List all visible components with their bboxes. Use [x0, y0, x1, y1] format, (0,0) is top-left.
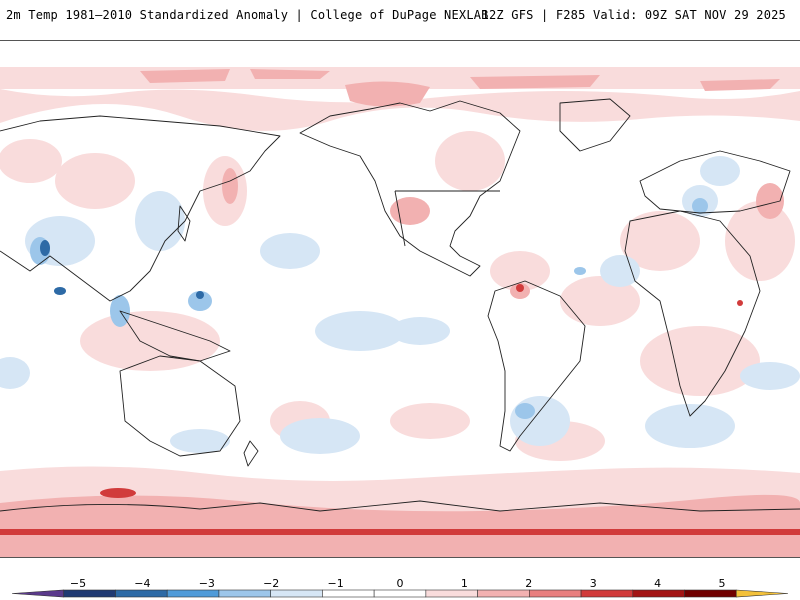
europe-outline: [639, 150, 791, 214]
japan-outline: [177, 205, 191, 242]
colorbar-segment: [684, 589, 737, 598]
anomaly-fill-warm-strong: [222, 168, 784, 299]
colorbar-segment: [425, 589, 478, 598]
colorbar-segment: [270, 589, 323, 598]
colorbar-segment: [115, 589, 168, 598]
colorbar-segment: [580, 589, 634, 598]
colorbar-segment: [632, 589, 685, 598]
anomaly-map[interactable]: [0, 40, 800, 558]
map-canvas: [0, 41, 800, 557]
colorbar-tick-label: 3: [589, 577, 597, 590]
colorbar-tick-label: −5: [69, 577, 87, 590]
colorbar-segment: [373, 589, 427, 598]
colorbar-tick-label: 2: [525, 577, 533, 590]
colorbar-tick-label: −2: [263, 577, 280, 590]
africa-outline: [624, 210, 761, 417]
anomaly-fill-warm-deep: [516, 284, 743, 306]
header-bar: 2m Temp 1981–2010 Standardized Anomaly |…: [0, 0, 800, 30]
map-title: 2m Temp 1981–2010 Standardized Anomaly |…: [6, 8, 489, 22]
colorbar-segment: [477, 589, 530, 598]
colorbar-segment: [63, 589, 116, 598]
colorbar-tick-label: 4: [654, 577, 662, 590]
antarctica-outline: [0, 500, 800, 512]
greenland-outline: [559, 98, 631, 152]
colorbar-tick-label: −3: [198, 577, 215, 590]
colorbar-segment: [166, 589, 220, 598]
colorbar-tick-label: 1: [460, 577, 468, 590]
colorbar-segment: [735, 589, 789, 598]
anomaly-fill-cool-patches: [0, 156, 800, 454]
colorbar-tick-label: −1: [327, 577, 344, 590]
north-america-outline: [299, 100, 521, 277]
australia-outline: [119, 355, 241, 457]
colorbar-segment: [218, 589, 271, 598]
anomaly-fill-antarctic-strong: [0, 494, 800, 557]
anomaly-fill-cool-deep: [40, 240, 204, 299]
model-valid-time: 12Z GFS | F285 Valid: 09Z SAT NOV 29 202…: [481, 8, 786, 22]
new-zealand-outline: [243, 440, 259, 467]
south-america-outline: [487, 280, 586, 452]
maritime-asia-outline: [119, 310, 231, 362]
anomaly-fill-antarctic-deep: [0, 488, 800, 535]
coastlines: [0, 98, 800, 512]
colorbar-tick-label: −4: [134, 577, 151, 590]
colorbar-segment: [322, 589, 375, 598]
us-border: [394, 190, 500, 247]
colorbar-canvas: [11, 589, 789, 598]
asia-outline: [0, 115, 281, 302]
colorbar-tick-label: 0: [396, 577, 404, 590]
colorbar-tick-label: 5: [718, 577, 726, 590]
colorbar-segment: [11, 589, 65, 598]
colorbar: −5 −4 −3 −2 −1 0 1 2 3 4 5: [0, 566, 800, 600]
anomaly-fill-arctic-strong: [140, 69, 780, 107]
colorbar-segment: [529, 589, 582, 598]
